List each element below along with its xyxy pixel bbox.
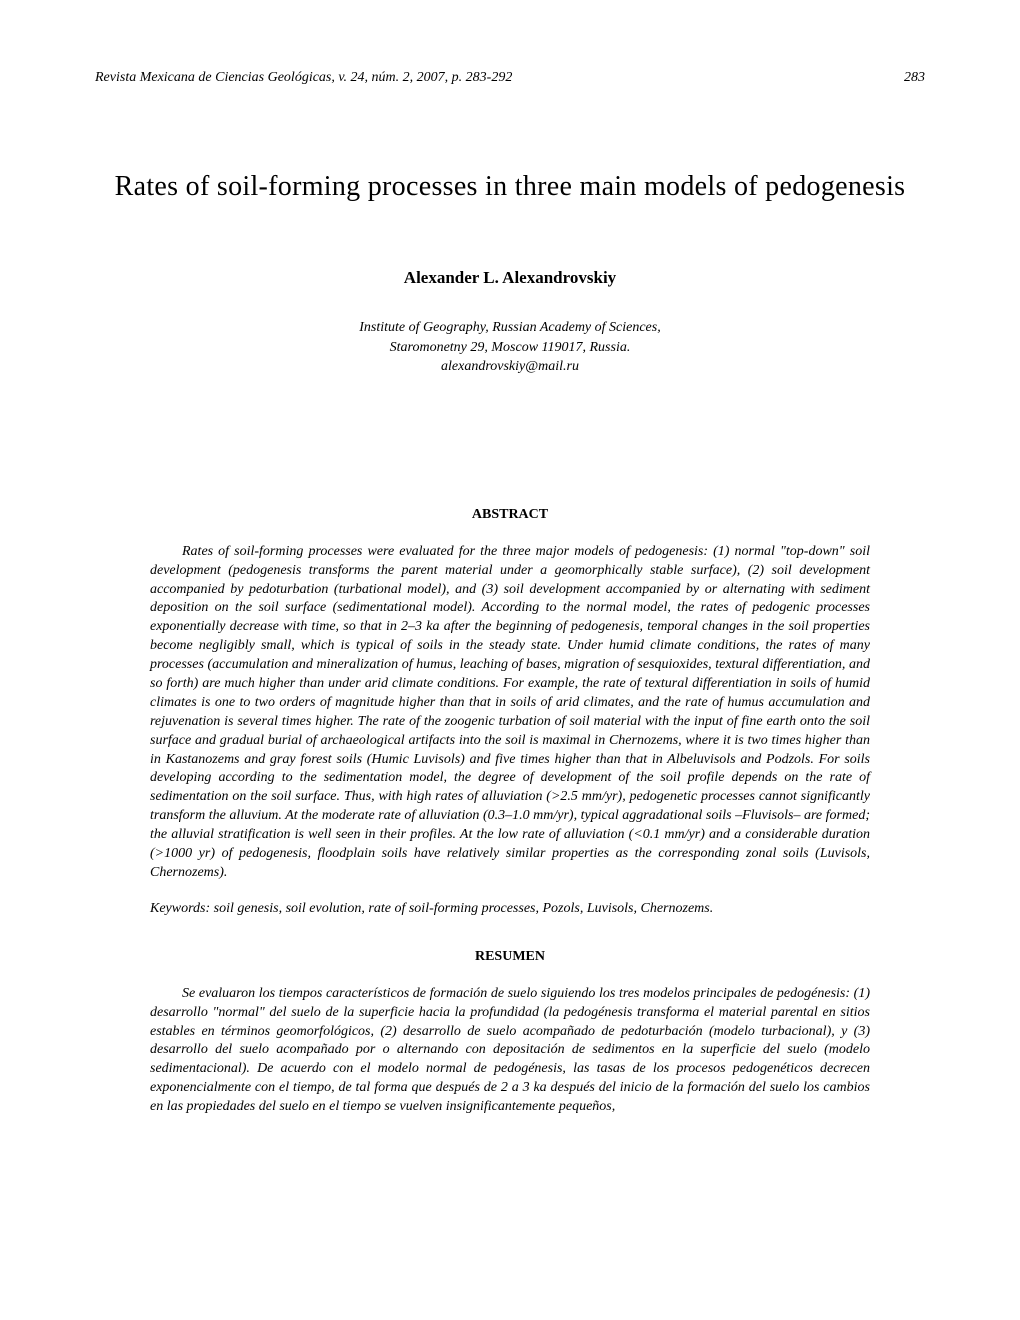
author-name: Alexander L. Alexandrovskiy <box>95 268 925 288</box>
paper-title: Rates of soil-forming processes in three… <box>95 171 925 203</box>
page-number: 283 <box>904 70 925 86</box>
affiliation-address: Staromonetny 29, Moscow 119017, Russia. <box>95 338 925 358</box>
journal-citation: Revista Mexicana de Ciencias Geológicas,… <box>95 70 512 86</box>
resumen-heading: RESUMEN <box>95 949 925 965</box>
affiliation-institute: Institute of Geography, Russian Academy … <box>95 318 925 338</box>
affiliation-email: alexandrovskiy@mail.ru <box>95 357 925 377</box>
keywords: Keywords: soil genesis, soil evolution, … <box>95 901 925 917</box>
page-header: Revista Mexicana de Ciencias Geológicas,… <box>95 70 925 86</box>
author-affiliation: Institute of Geography, Russian Academy … <box>95 318 925 377</box>
abstract-heading: ABSTRACT <box>95 507 925 523</box>
resumen-body: Se evaluaron los tiempos característicos… <box>95 985 925 1117</box>
abstract-body: Rates of soil-forming processes were eva… <box>95 543 925 883</box>
